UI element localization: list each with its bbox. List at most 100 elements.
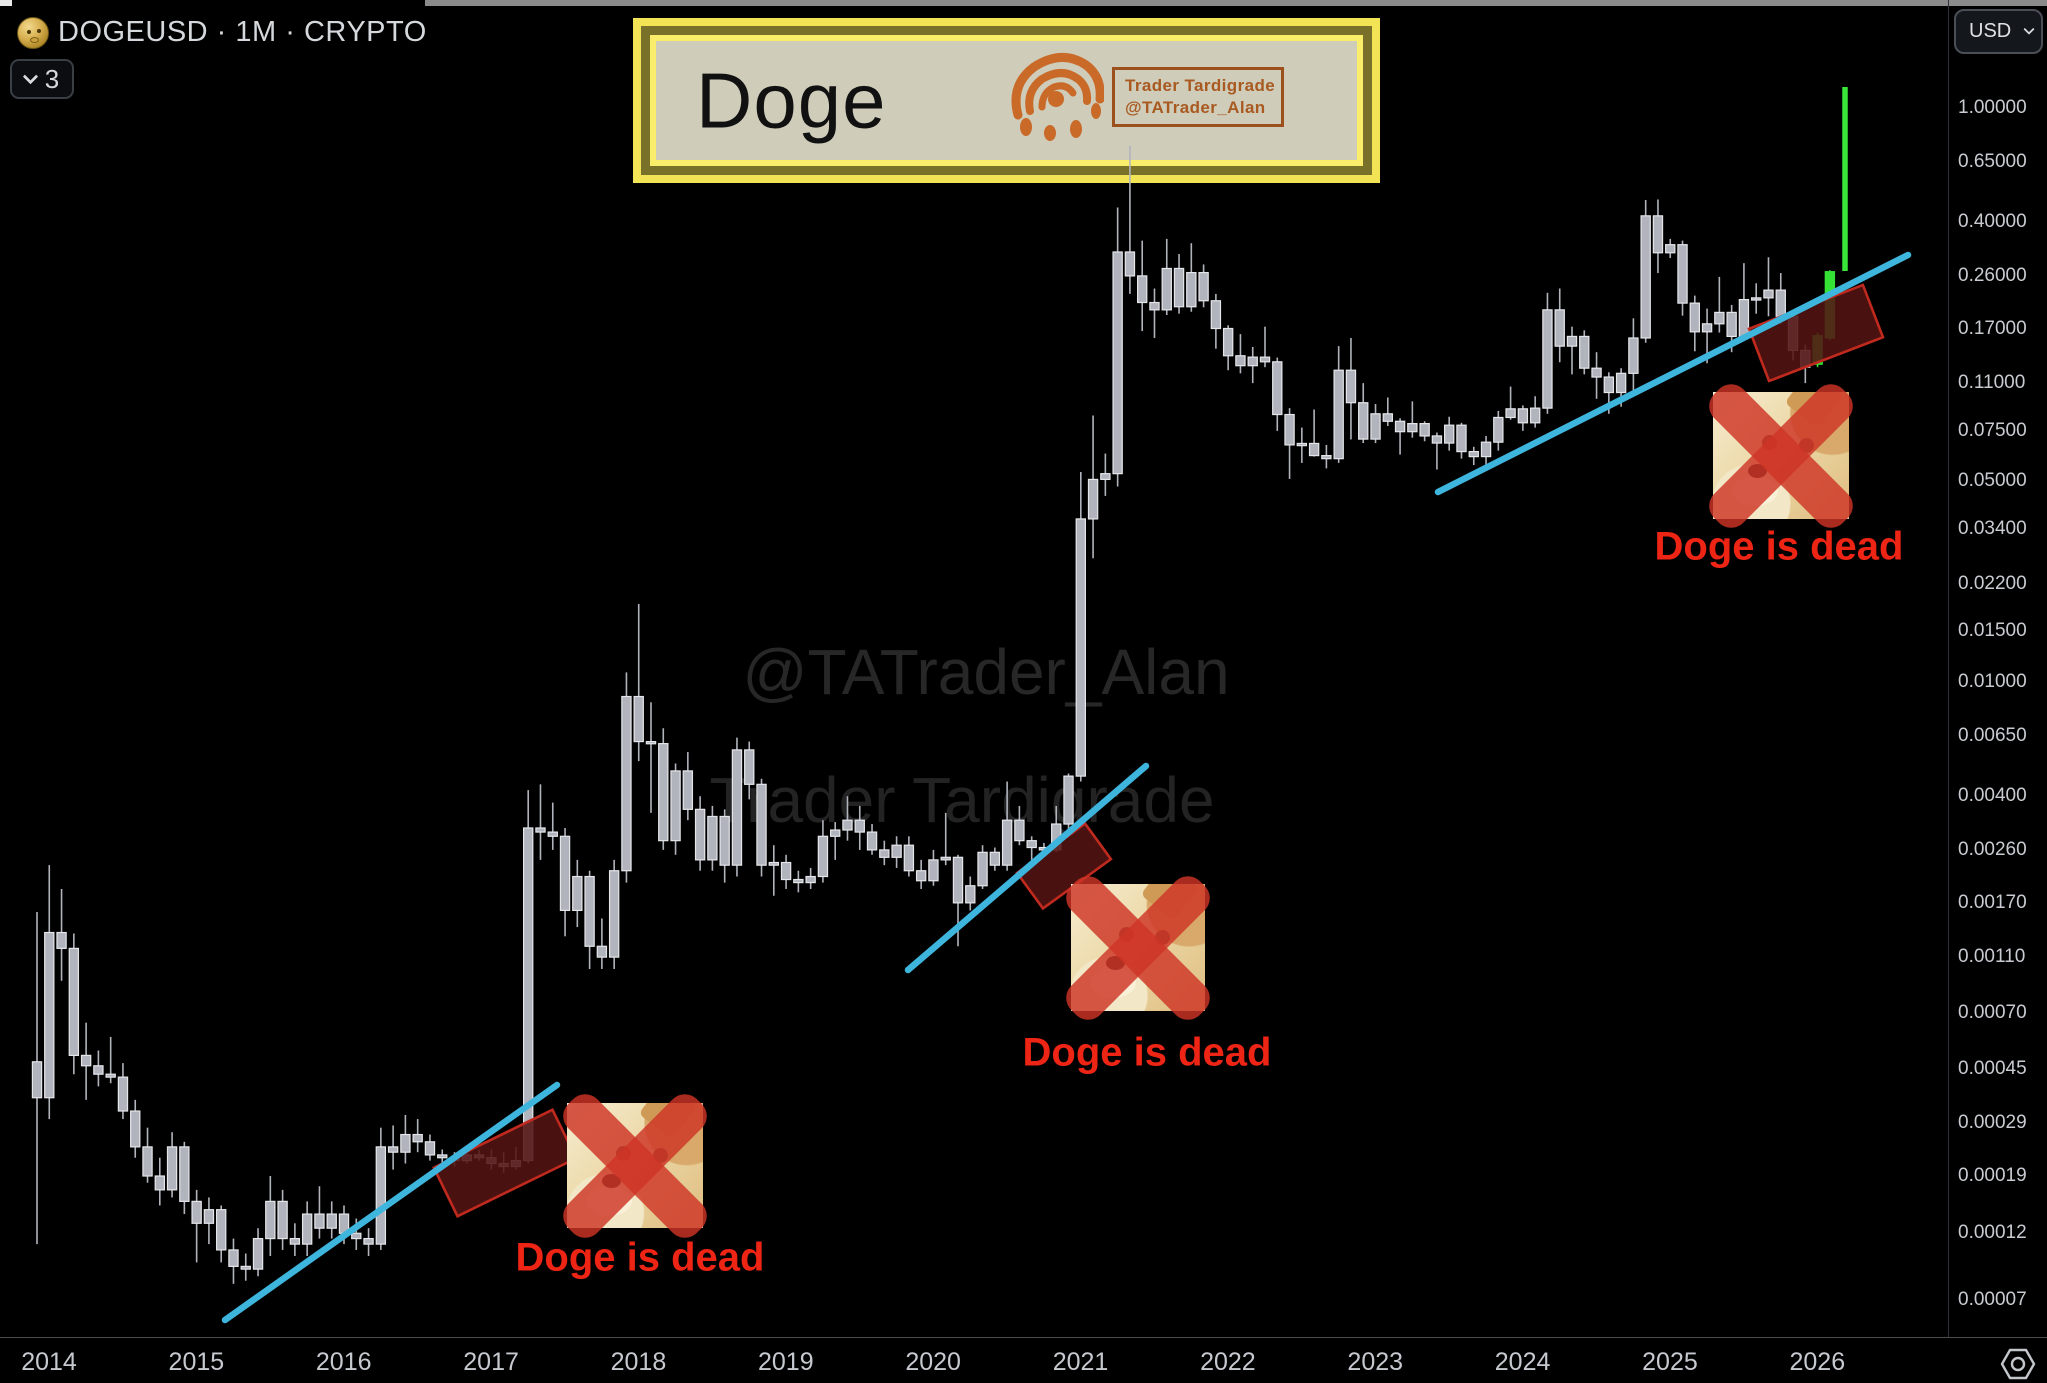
candle-body xyxy=(1591,367,1602,378)
price-axis-label: 0.00110 xyxy=(1958,946,2026,968)
candle-body xyxy=(1677,244,1688,304)
candle-body xyxy=(1026,840,1037,849)
price-axis-label: 0.05000 xyxy=(1958,470,2027,492)
price-axis-label: 0.00650 xyxy=(1958,724,2027,746)
candle-body xyxy=(191,1200,202,1224)
chevron-down-icon xyxy=(22,68,39,84)
candle-body xyxy=(105,1073,116,1078)
price-axis[interactable]: 1.00000 0.65000 0.40000 0.26000 0.17000 0.110… xyxy=(1948,0,2047,1337)
year-axis-label: 2017 xyxy=(463,1348,519,1376)
candle-body xyxy=(891,844,902,858)
candle-body xyxy=(1665,244,1676,254)
candle-body xyxy=(1284,413,1295,446)
candle-body xyxy=(1247,356,1258,367)
candle-body xyxy=(780,861,792,881)
symbol-title[interactable]: DOGEUSD · 1M · CRYPTO xyxy=(58,16,427,48)
axis-settings-gear-icon[interactable] xyxy=(1997,1347,2039,1381)
candle-body xyxy=(56,931,67,949)
chevron-down-icon xyxy=(2023,23,2035,35)
candle-body xyxy=(1345,369,1357,404)
candle-body xyxy=(93,1065,104,1075)
banner-border-yellow: Doge Trader Tardi xyxy=(650,35,1363,166)
price-axis-label: 0.11000 xyxy=(1958,372,2026,394)
candle-body xyxy=(1615,372,1627,394)
candle-body xyxy=(866,831,878,851)
year-axis-label: 2015 xyxy=(168,1348,225,1376)
candle-body xyxy=(1714,311,1725,325)
candle-body xyxy=(584,875,595,947)
candle-body xyxy=(682,770,694,810)
candle-body xyxy=(1640,215,1651,339)
trendline-drawing[interactable] xyxy=(221,1081,561,1324)
candle-body xyxy=(1063,775,1074,825)
candle-body xyxy=(952,856,964,904)
candle-body xyxy=(719,815,730,866)
breakdown-box-drawing[interactable] xyxy=(432,1108,578,1218)
candle-body xyxy=(572,875,583,912)
candle-body xyxy=(1014,819,1025,842)
candle-body xyxy=(326,1213,337,1229)
candle-body xyxy=(645,740,657,745)
candle-body xyxy=(375,1146,387,1245)
candle-body xyxy=(68,947,80,1056)
credit-name: Trader Tardigrade xyxy=(1125,76,1276,95)
tardigrade-logo-icon xyxy=(1011,53,1104,141)
year-axis-label: 2026 xyxy=(1789,1348,1846,1376)
candle-body xyxy=(1296,442,1308,447)
candle-body xyxy=(400,1133,411,1153)
doge-is-dead-label: Doge is dead xyxy=(1654,524,1904,569)
candle-body xyxy=(1493,416,1504,443)
candle-body xyxy=(1775,289,1786,317)
candle-body xyxy=(1259,356,1271,363)
candle-body xyxy=(842,819,853,831)
candle-body xyxy=(1529,407,1541,424)
candle-body xyxy=(854,819,865,833)
candle-body xyxy=(1161,267,1172,311)
candle-body xyxy=(44,931,55,1099)
candle-body xyxy=(1726,311,1737,338)
candle-body xyxy=(240,1265,251,1270)
price-axis-label: 0.65000 xyxy=(1958,150,2027,172)
candle-body xyxy=(289,1237,301,1245)
candle-body xyxy=(1431,435,1443,444)
candle-body xyxy=(1480,441,1492,458)
candle-body xyxy=(1505,408,1516,419)
candle-body xyxy=(559,835,571,912)
doge-is-dead-label: Doge is dead xyxy=(515,1235,765,1280)
candle-body xyxy=(1468,451,1479,458)
watermark-handle: @TATrader_Alan xyxy=(742,636,1230,708)
candle-body xyxy=(437,1154,448,1159)
price-axis-label: 0.26000 xyxy=(1958,264,2027,286)
price-axis-label: 1.00000 xyxy=(1958,97,2027,118)
candle-body xyxy=(1333,369,1344,460)
candle-body xyxy=(412,1133,423,1143)
candle-body xyxy=(228,1249,239,1267)
candle-body xyxy=(1517,408,1529,424)
doge-is-dead-label: Doge is dead xyxy=(1022,1030,1272,1075)
trendline-drawing[interactable] xyxy=(904,762,1150,974)
price-axis-label: 0.00260 xyxy=(1958,838,2027,860)
candle-body xyxy=(707,815,718,861)
candle-body xyxy=(1112,251,1123,475)
candle-body xyxy=(928,859,939,882)
candle-body xyxy=(424,1141,436,1156)
candle-body xyxy=(1542,309,1553,409)
candle-body xyxy=(117,1076,129,1112)
year-axis-label: 2025 xyxy=(1642,1348,1698,1376)
candle-body xyxy=(879,849,890,858)
candle-body xyxy=(1087,478,1099,520)
time-axis[interactable]: 2014 2015 2016 2017 2018 2019 2020 2021 2022 2023… xyxy=(0,1337,2047,1383)
currency-dropdown[interactable]: USD xyxy=(1954,9,2043,54)
interval-button[interactable]: 3 xyxy=(10,59,74,99)
candle-body xyxy=(1124,251,1136,277)
top-divider xyxy=(425,0,2047,6)
price-axis-label: 0.00029 xyxy=(1958,1112,2027,1134)
chart-canvas[interactable] xyxy=(0,0,1948,1337)
candle-body xyxy=(1750,297,1762,301)
candle-body xyxy=(965,885,976,904)
doge-banner[interactable]: Doge Trader Tardi xyxy=(633,18,1380,183)
trendline-drawing[interactable] xyxy=(1434,251,1912,496)
price-axis-label: 0.01500 xyxy=(1958,620,2027,642)
candle-body xyxy=(1603,376,1615,394)
doge-coin-icon xyxy=(17,17,49,49)
